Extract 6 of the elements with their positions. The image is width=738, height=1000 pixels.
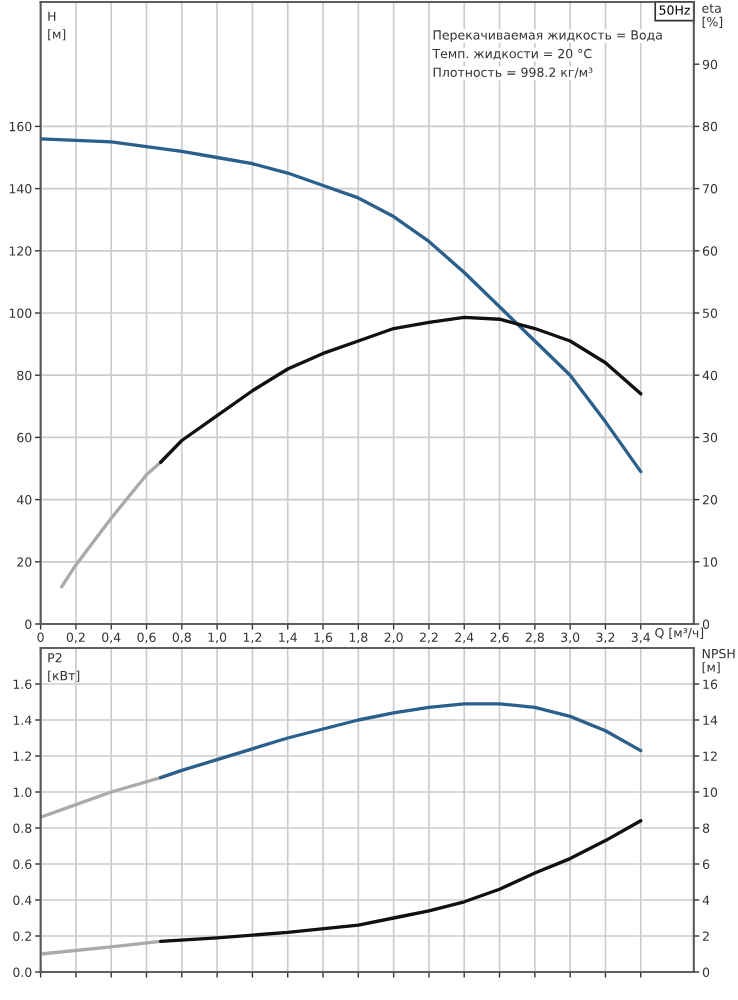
line-series — [60, 460, 163, 589]
line-series — [158, 819, 643, 944]
line-series — [158, 315, 643, 464]
line-series — [40, 137, 643, 474]
line-series — [158, 702, 643, 780]
line-series — [40, 775, 163, 819]
